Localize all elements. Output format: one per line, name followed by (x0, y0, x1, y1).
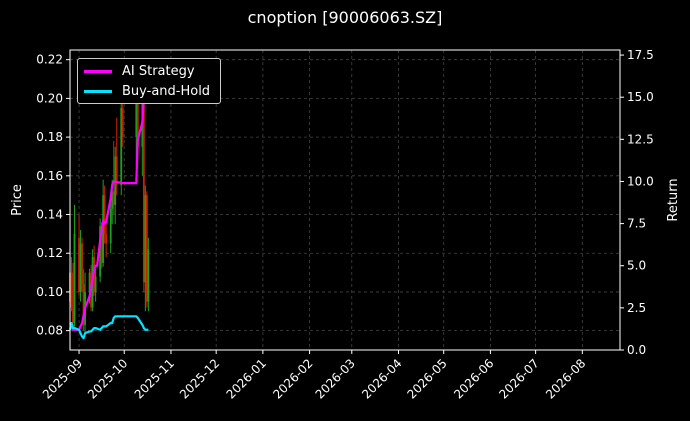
legend-swatch-ai-strategy (84, 69, 112, 73)
candle-body (120, 108, 123, 186)
candle-body (72, 307, 74, 323)
candle-body (79, 243, 82, 292)
candlestick (105, 224, 108, 258)
candle-body (121, 108, 124, 138)
x-tick-label: 2026-06 (451, 356, 496, 401)
y-left-tick-label: 0.18 (36, 130, 63, 144)
candlestick (103, 185, 106, 244)
candlestick (78, 214, 80, 296)
y-left-tick-label: 0.14 (36, 208, 63, 222)
candle-body (115, 156, 118, 186)
y-left-tick-label: 0.22 (36, 53, 63, 67)
y-right-tick-label: 17.5 (627, 48, 654, 62)
y-right-tick-label: 0.0 (627, 343, 646, 357)
y-left-tick-label: 0.08 (36, 324, 63, 338)
x-tick-label: 2025-11 (132, 356, 177, 401)
x-tick-label: 2026-04 (359, 356, 404, 401)
legend-label-ai-strategy: AI Strategy (122, 63, 195, 79)
candlestick (73, 204, 76, 327)
candlestick (109, 199, 112, 254)
candle-body (82, 284, 85, 325)
candle-body (109, 208, 112, 244)
candlestick (72, 262, 74, 331)
x-tick-label: 2026-02 (270, 356, 315, 401)
candlestick (94, 268, 97, 302)
x-tick-label: 2026-08 (543, 356, 588, 401)
candle-body (147, 249, 150, 302)
candle-body (142, 79, 145, 283)
candle-body (136, 98, 139, 147)
plot-frame (69, 49, 621, 351)
candle-body (144, 195, 147, 283)
candle-body (100, 226, 103, 263)
y-right-tick-label: 5.0 (627, 259, 646, 273)
y-right-tick-label: 7.5 (627, 217, 646, 231)
x-tick-label: 2026-07 (496, 356, 541, 401)
candlestick (120, 98, 123, 196)
candle-body (112, 191, 115, 205)
candlestick (70, 257, 73, 312)
candlestick (145, 191, 148, 308)
candlestick (81, 237, 83, 292)
candle-body (78, 237, 80, 292)
chart-title: cnoption [90006063.SZ] (247, 8, 443, 27)
legend-label-buy-and-hold: Buy-and-Hold (122, 83, 211, 99)
series-line-buy-and-hold (68, 315, 149, 340)
x-tick-label: 2025-09 (40, 356, 85, 401)
candlestick (112, 140, 115, 215)
x-tick-label: 2025-12 (177, 356, 222, 401)
x-tick-label: 2026-05 (404, 356, 449, 401)
x-tick-label: 2026-01 (224, 356, 269, 401)
candlestick (99, 218, 102, 283)
candlestick (79, 230, 82, 302)
legend: AI Strategy Buy-and-Hold (77, 58, 221, 104)
candle-body (102, 195, 105, 263)
y-left-tick-label: 0.10 (36, 285, 63, 299)
candle-body (145, 195, 148, 302)
candle-body (103, 195, 106, 234)
legend-item-ai-strategy: AI Strategy (84, 62, 195, 80)
candle-body (94, 276, 97, 292)
x-tick-label: 2025-10 (85, 356, 130, 401)
candle-body (81, 243, 83, 285)
candle-body (99, 226, 102, 277)
return-lines (68, 58, 150, 340)
y-right-tick-label: 2.5 (627, 301, 646, 315)
candlestick (147, 237, 150, 312)
candle-body (105, 233, 108, 244)
candle-body (135, 98, 138, 138)
candle-body (88, 272, 91, 292)
series-line-ai-strategy (68, 58, 150, 331)
y-right-axis-label: Return (666, 178, 681, 221)
x-tick-label: 2026-03 (313, 356, 358, 401)
legend-swatch-buy-and-hold (84, 89, 112, 93)
y-left-axis-label: Price (10, 184, 25, 216)
y-right-tick-label: 15.0 (627, 90, 654, 104)
legend-item-buy-and-hold: Buy-and-Hold (84, 82, 210, 100)
candlestick (144, 185, 147, 312)
candle-body (70, 272, 73, 308)
candle-body (73, 233, 76, 323)
y-left-tick-label: 0.16 (36, 169, 63, 183)
y-right-tick-label: 10.0 (627, 174, 654, 188)
y-left-tick-label: 0.12 (36, 246, 63, 260)
candle-body (111, 191, 114, 209)
candlesticks (69, 63, 150, 333)
y-left-tick-label: 0.20 (36, 91, 63, 105)
y-right-tick-label: 12.5 (627, 132, 654, 146)
